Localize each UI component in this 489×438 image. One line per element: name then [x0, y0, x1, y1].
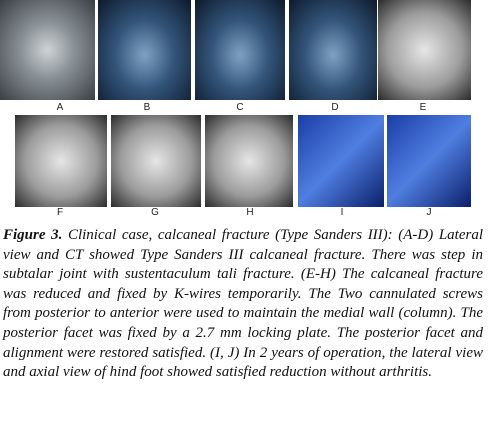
panel-image: [15, 115, 107, 207]
caption: Figure 3. Clinical case, calcaneal fract…: [3, 226, 483, 383]
panel-image: [195, 0, 285, 100]
panel-label: G: [151, 207, 159, 218]
panel-label: H: [246, 207, 254, 218]
caption-label: Figure 3.: [3, 227, 63, 243]
panel-image: [387, 115, 471, 207]
panel-label: D: [331, 102, 339, 113]
panel-label: F: [56, 207, 64, 218]
panel-image: [98, 0, 191, 100]
panel-image: [378, 0, 471, 100]
panel-label: C: [236, 102, 244, 113]
panel-label: J: [426, 207, 432, 218]
panel-image: [289, 0, 377, 100]
panel-label: A: [56, 102, 64, 113]
caption-text: Clinical case, calcaneal fracture (Type …: [3, 227, 484, 381]
panel-image: [0, 0, 95, 100]
panel-image: [205, 115, 293, 207]
panel-image: [298, 115, 384, 207]
panel-label: I: [340, 207, 344, 218]
panel-image: [111, 115, 201, 207]
panel-label: E: [419, 102, 427, 113]
panel-label: B: [143, 102, 151, 113]
